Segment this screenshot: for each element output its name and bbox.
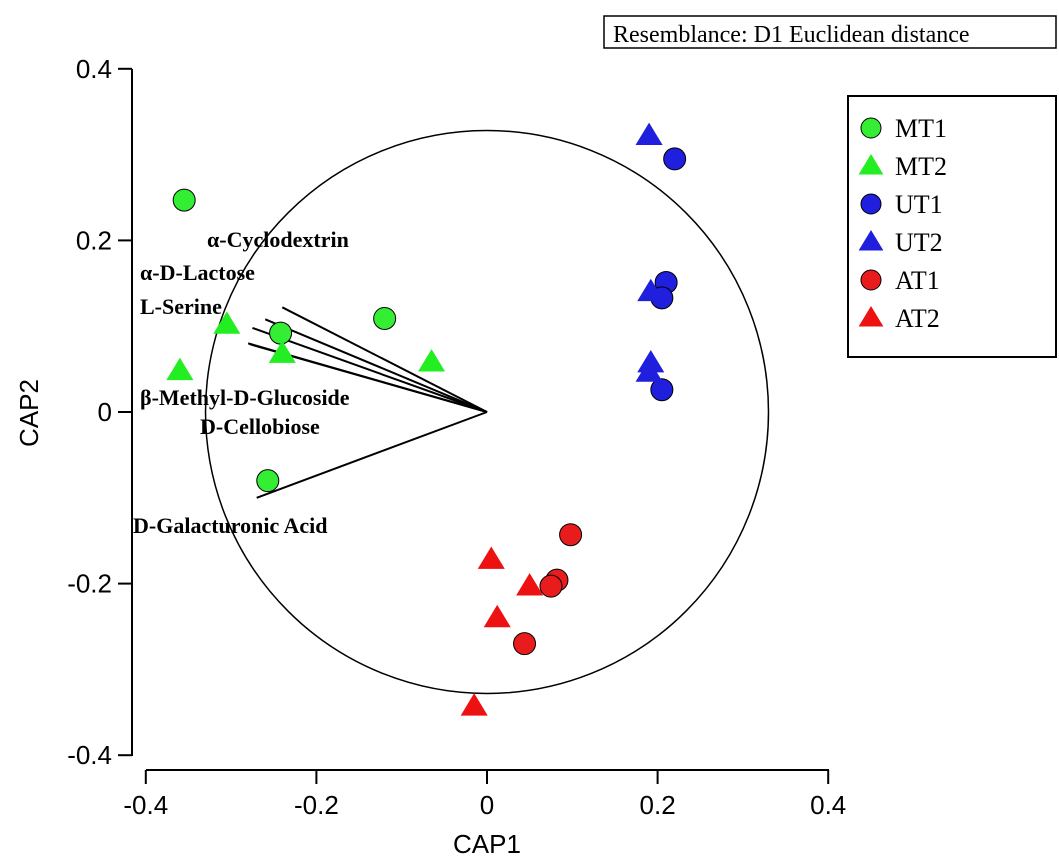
legend-marker bbox=[858, 230, 884, 251]
data-point bbox=[477, 546, 505, 569]
legend-marker bbox=[860, 269, 882, 291]
data-point bbox=[166, 357, 194, 381]
x-ticks: -0.4 -0.2 0 0.2 0.4 bbox=[123, 770, 846, 820]
data-point bbox=[650, 378, 674, 402]
legend-marker bbox=[860, 193, 882, 215]
legend-marker bbox=[858, 154, 884, 175]
x-tick-label: 0 bbox=[480, 790, 494, 820]
data-points bbox=[166, 122, 687, 716]
legend: MT1 MT2 UT1 UT2 AT1 AT2 bbox=[847, 95, 1057, 358]
data-point bbox=[663, 147, 687, 171]
legend-box bbox=[847, 95, 1057, 358]
data-point bbox=[635, 359, 663, 382]
vector-label-lactose: α-D-Lactose bbox=[140, 260, 255, 285]
vector-label-methyl-glucoside: β-Methyl-D-Glucoside bbox=[140, 385, 350, 410]
data-point bbox=[516, 573, 544, 596]
data-point bbox=[483, 604, 511, 628]
resemblance-box: Resemblance: D1 Euclidean distance bbox=[603, 15, 1057, 49]
correlation-circle bbox=[204, 129, 770, 695]
y-ticks: 0.4 0.2 0 -0.2 -0.4 bbox=[67, 54, 132, 770]
y-axis-title: CAP2 bbox=[14, 379, 44, 447]
data-point bbox=[460, 693, 488, 716]
vector-line bbox=[256, 411, 488, 499]
y-tick-label: -0.4 bbox=[67, 740, 112, 770]
y-tick-label: 0.4 bbox=[76, 54, 112, 84]
vector-line bbox=[252, 326, 488, 413]
y-tick-label: 0.2 bbox=[76, 225, 112, 255]
legend-label: UT1 bbox=[895, 190, 943, 219]
x-axis-title: CAP1 bbox=[453, 829, 521, 859]
vector-line bbox=[264, 318, 488, 413]
data-point bbox=[172, 188, 196, 212]
legend-marker bbox=[860, 117, 882, 139]
data-point bbox=[256, 469, 280, 493]
vector-label-serine: L-Serine bbox=[140, 294, 222, 319]
y-tick-label: 0 bbox=[98, 397, 112, 427]
data-point bbox=[635, 122, 663, 146]
vector-label-galacturonic-acid: D-Galacturonic Acid bbox=[133, 513, 328, 538]
x-tick-label: 0.4 bbox=[810, 790, 846, 820]
data-point bbox=[213, 311, 241, 334]
data-point bbox=[539, 574, 563, 598]
legend-label: UT2 bbox=[895, 228, 943, 257]
vector-labels: α-Cyclodextrin α-D-Lactose L-Serine β-Me… bbox=[133, 227, 350, 538]
legend-label: AT1 bbox=[895, 266, 940, 295]
legend-label: MT2 bbox=[895, 152, 947, 181]
legend-label: AT2 bbox=[895, 304, 940, 333]
resemblance-text: Resemblance: D1 Euclidean distance bbox=[613, 22, 970, 48]
legend-marker bbox=[858, 306, 884, 327]
legend-label: MT1 bbox=[895, 114, 947, 143]
x-tick-label: 0.2 bbox=[640, 790, 676, 820]
vector-label-cyclodextrin: α-Cyclodextrin bbox=[207, 227, 349, 252]
data-point bbox=[373, 306, 397, 330]
data-point bbox=[269, 321, 293, 345]
data-point bbox=[513, 632, 537, 656]
data-point bbox=[418, 349, 446, 372]
y-tick-label: -0.2 bbox=[67, 569, 112, 599]
data-point bbox=[637, 278, 665, 302]
x-tick-label: -0.2 bbox=[294, 790, 339, 820]
vector-label-cellobiose: D-Cellobiose bbox=[200, 414, 320, 439]
data-point bbox=[268, 340, 296, 363]
vector-line bbox=[281, 306, 488, 413]
data-point bbox=[559, 523, 583, 547]
x-tick-label: -0.4 bbox=[123, 790, 168, 820]
